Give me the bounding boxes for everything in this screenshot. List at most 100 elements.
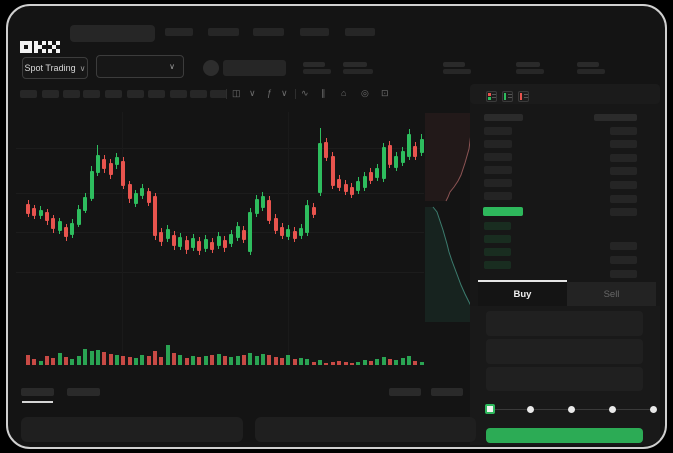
order-size-row[interactable] <box>610 208 637 216</box>
bottom-tab[interactable] <box>21 388 54 396</box>
candle-wick <box>186 236 188 254</box>
bottom-action[interactable] <box>389 388 421 396</box>
tab-buy-label: Buy <box>513 289 532 300</box>
candle-body <box>254 199 259 214</box>
candle-wick <box>103 155 105 173</box>
timeframe-button[interactable] <box>20 90 37 98</box>
nav-item[interactable] <box>253 28 284 36</box>
order-size-row[interactable] <box>610 181 637 189</box>
ask-price-row[interactable] <box>484 192 512 200</box>
search-input[interactable] <box>70 25 155 42</box>
nav-item[interactable] <box>165 28 193 36</box>
tab-sell[interactable] <box>567 282 656 306</box>
ask-price-row[interactable] <box>484 166 512 174</box>
book-all-icon[interactable] <box>486 91 497 102</box>
ask-price-row[interactable] <box>484 153 512 161</box>
volume-bar <box>330 362 335 365</box>
slider-stop[interactable] <box>649 405 657 413</box>
timeframe-button[interactable] <box>127 90 144 98</box>
book-bids-icon[interactable] <box>502 91 513 102</box>
bottom-panel[interactable] <box>255 417 476 442</box>
nav-item[interactable] <box>208 28 239 36</box>
candle-wick <box>33 205 35 219</box>
slider-stop[interactable] <box>527 405 535 413</box>
toggle-lines <box>524 94 528 95</box>
candle-style-icon[interactable]: ◫ <box>232 88 241 98</box>
ask-price-row[interactable] <box>484 127 512 135</box>
gridline <box>16 272 424 273</box>
order-input-field[interactable] <box>486 367 643 391</box>
candle-body <box>299 228 304 236</box>
volume-bar <box>210 355 215 365</box>
timeframe-button[interactable] <box>190 90 207 98</box>
chevron-down-icon[interactable]: ∨ <box>281 88 288 98</box>
timeframe-button[interactable] <box>42 90 59 98</box>
camera-icon[interactable]: ⌂ <box>341 88 347 98</box>
slider-stop[interactable] <box>608 405 616 413</box>
timeframe-button[interactable] <box>83 90 100 98</box>
pair-select-dropdown[interactable]: ∨ <box>96 55 184 78</box>
ask-price-row[interactable] <box>484 140 512 148</box>
timeframe-button[interactable] <box>105 90 122 98</box>
volume-bar <box>172 353 176 365</box>
line-tool-icon[interactable]: ∿ <box>301 88 309 98</box>
order-size-row[interactable] <box>610 256 637 264</box>
order-size-row[interactable] <box>610 167 637 175</box>
stat-label-placeholder <box>343 62 367 67</box>
stat-label-placeholder <box>577 62 599 67</box>
timeframe-button[interactable] <box>148 90 165 98</box>
candle-wick <box>281 223 283 239</box>
submit-order-button[interactable] <box>486 428 643 443</box>
slider-stop[interactable] <box>568 405 575 413</box>
timeframe-button[interactable] <box>63 90 80 98</box>
candle-body <box>140 188 145 196</box>
bottom-panel[interactable] <box>21 417 243 442</box>
nav-item[interactable] <box>345 28 375 36</box>
nav-item[interactable] <box>300 28 329 36</box>
volume-bar <box>381 357 386 365</box>
order-size-row[interactable] <box>610 140 637 148</box>
candle-wick <box>110 159 111 179</box>
candle-wick <box>122 157 124 189</box>
indicator-icon[interactable]: ƒ <box>267 88 273 98</box>
bottom-tab[interactable] <box>67 388 100 396</box>
bid-price-row[interactable] <box>484 261 511 269</box>
book-asks-icon[interactable] <box>518 91 529 102</box>
orderbook-col-header <box>594 114 637 121</box>
volume-bar <box>70 359 75 365</box>
tab-buy[interactable] <box>478 282 567 306</box>
candle-body <box>248 212 253 252</box>
market-type-label: Spot Trading <box>24 63 76 73</box>
timeframe-button[interactable] <box>210 90 227 98</box>
volume-bar <box>400 358 405 365</box>
candle-body <box>95 155 100 173</box>
bid-price-row[interactable] <box>484 235 511 243</box>
order-input-field[interactable] <box>486 339 643 364</box>
bid-price-row[interactable] <box>484 248 511 256</box>
chevron-down-icon[interactable]: ∨ <box>249 88 256 98</box>
fullscreen-icon[interactable]: ⊡ <box>381 88 389 98</box>
slider-handle[interactable] <box>485 404 495 414</box>
candle-body <box>292 231 297 239</box>
market-type-selector[interactable]: Spot Trading ∨ <box>22 57 88 79</box>
volume-bar <box>64 357 69 365</box>
ask-price-row[interactable] <box>484 179 512 187</box>
bottom-action[interactable] <box>431 388 463 396</box>
candle-body <box>413 146 418 157</box>
order-size-row[interactable] <box>610 270 637 278</box>
candle-wick <box>389 141 391 168</box>
order-size-row[interactable] <box>610 127 637 135</box>
settings-icon[interactable]: ◎ <box>361 88 369 98</box>
timeframe-button[interactable] <box>170 90 187 98</box>
order-size-row[interactable] <box>610 242 637 250</box>
order-size-row[interactable] <box>610 154 637 162</box>
toggle-lines <box>492 94 496 95</box>
order-input-field[interactable] <box>486 311 643 336</box>
candle-body <box>51 218 56 229</box>
gridline <box>288 112 289 364</box>
compare-icon[interactable]: ∥ <box>321 88 326 98</box>
bid-price-row[interactable] <box>484 222 511 230</box>
volume-bar <box>362 360 367 365</box>
order-size-row[interactable] <box>610 195 637 203</box>
depth-asks-area <box>425 113 478 201</box>
